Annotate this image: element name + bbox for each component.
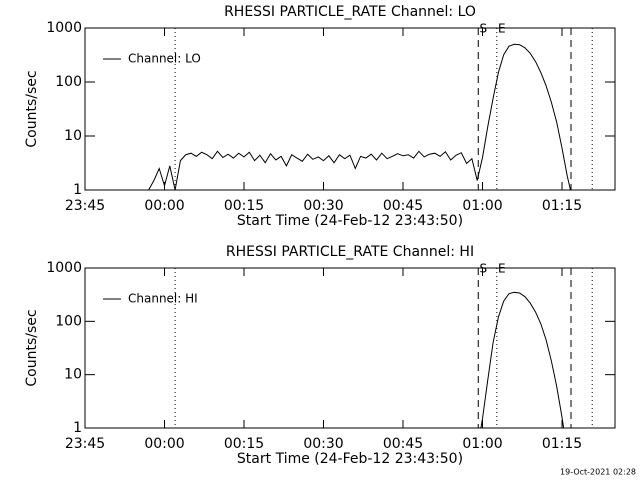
legend-label: Channel: HI [128, 292, 198, 306]
y-tick-label: 100 [55, 74, 82, 90]
x-tick-label: 01:15 [542, 436, 582, 452]
x-tick-label: 00:45 [383, 198, 423, 214]
x-tick-label: 01:00 [462, 436, 502, 452]
data-line [148, 43, 571, 191]
x-tick-label: 00:15 [224, 436, 264, 452]
y-axis-label: Counts/sec [24, 309, 40, 386]
x-tick-label: 01:15 [542, 198, 582, 214]
marker-label: S [479, 262, 487, 276]
y-tick-label: 10 [64, 367, 82, 383]
x-tick-label: 01:00 [462, 198, 502, 214]
y-tick-label: 1 [73, 420, 82, 436]
y-axis-label: Counts/sec [24, 70, 40, 147]
plot-frame [84, 267, 616, 429]
data-line [480, 291, 565, 429]
y-tick-label: 100 [55, 313, 82, 329]
plot-frame [84, 27, 616, 191]
x-tick-label: 00:45 [383, 436, 423, 452]
x-tick-label: 23:45 [65, 436, 105, 452]
x-tick-label: 23:45 [65, 198, 105, 214]
marker-label: E [498, 22, 506, 36]
x-tick-label: 00:00 [144, 198, 184, 214]
chart-title: RHESSI PARTICLE_RATE Channel: LO [224, 4, 476, 20]
footer: 19-Oct-2021 02:28 [560, 468, 636, 477]
y-tick-label: 1000 [46, 260, 82, 276]
x-tick-label: 00:30 [303, 436, 343, 452]
marker-label: S [479, 22, 487, 36]
legend-label: Channel: LO [128, 52, 201, 66]
chart-title: RHESSI PARTICLE_RATE Channel: HI [226, 244, 474, 260]
x-tick-label: 00:30 [303, 198, 343, 214]
y-tick-label: 1000 [46, 20, 82, 36]
x-tick-label: 00:00 [144, 436, 184, 452]
x-axis-label: Start Time (24-Feb-12 23:43:50) [237, 213, 463, 229]
x-axis-label: Start Time (24-Feb-12 23:43:50) [237, 451, 463, 467]
x-tick-label: 00:15 [224, 198, 264, 214]
y-tick-label: 10 [64, 128, 82, 144]
y-tick-label: 1 [73, 182, 82, 198]
marker-label: E [498, 262, 506, 276]
